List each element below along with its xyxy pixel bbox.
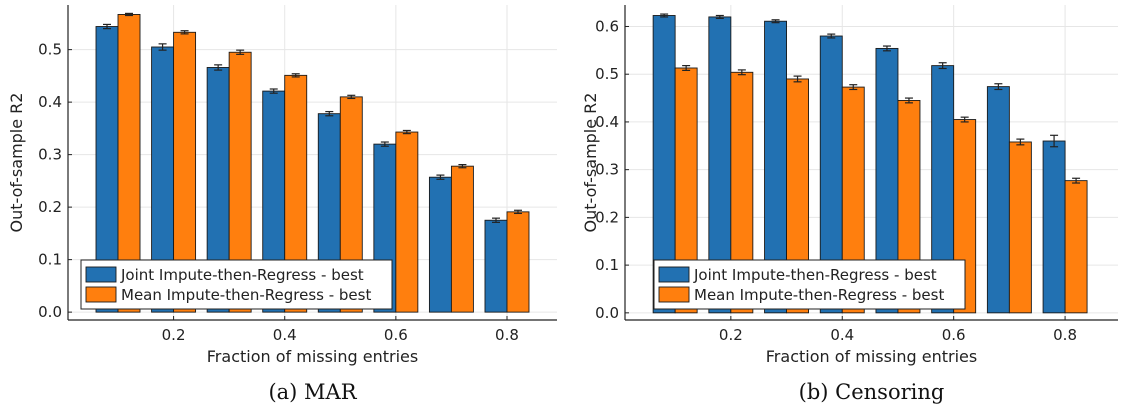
y-tick-label: 0.1 — [595, 256, 619, 274]
chart-panel-a: 0.0 0.1 0.2 0.3 0.4 0.5 0.2 0.4 0.6 0.8 Fraction o… — [7, 5, 557, 366]
legend-label-mean: Mean Impute-then-Regress - best — [121, 286, 371, 304]
y-tick-label: 0.4 — [38, 93, 62, 111]
caption-censoring: (b) Censoring — [798, 380, 945, 404]
joint-bar — [1042, 140, 1066, 314]
x-axis-label: Fraction of missing entries — [207, 347, 418, 366]
x-tick-label: 0.4 — [273, 326, 297, 344]
x-tick-label: 0.8 — [1053, 326, 1077, 344]
mean-bar — [450, 165, 474, 313]
x-tick-label: 0.2 — [719, 326, 743, 344]
x-tick-label: 0.6 — [384, 326, 408, 344]
x-axis-label: Fraction of missing entries — [766, 347, 977, 366]
mean-bar — [1008, 141, 1032, 314]
legend-swatch-joint — [85, 266, 117, 283]
y-axis-label: Out-of-sample R2 — [581, 93, 600, 233]
joint-bar — [986, 86, 1010, 314]
y-tick-label: 0.0 — [595, 304, 619, 322]
legend: Joint Impute-then-Regress - best Mean Imp… — [80, 259, 393, 310]
caption-mar: (a) MAR — [268, 380, 357, 404]
y-tick-label: 0.5 — [38, 41, 62, 59]
y-tick-label: 0.3 — [38, 146, 62, 164]
y-tick-label: 0.2 — [38, 198, 62, 216]
x-tick-label: 0.6 — [942, 326, 966, 344]
mean-bar — [395, 131, 419, 313]
mean-bar — [506, 211, 530, 313]
legend-label-joint: Joint Impute-then-Regress - best — [120, 266, 364, 284]
joint-bar — [428, 176, 452, 313]
legend-swatch-mean — [658, 286, 690, 303]
y-tick-label: 0.6 — [595, 17, 619, 35]
legend: Joint Impute-then-Regress - best Mean Imp… — [653, 259, 966, 310]
legend-label-joint: Joint Impute-then-Regress - best — [693, 266, 937, 284]
y-tick-label: 0.4 — [595, 113, 619, 131]
y-tick-label: 0.5 — [595, 65, 619, 83]
legend-label-mean: Mean Impute-then-Regress - best — [694, 286, 944, 304]
chart-panel-b: 0.0 0.1 0.2 0.3 0.4 0.5 0.6 0.2 0.4 0.6 0.8 Fractio… — [581, 5, 1118, 366]
y-tick-label: 0.3 — [595, 161, 619, 179]
y-axis-label: Out-of-sample R2 — [7, 93, 26, 233]
x-tick-label: 0.2 — [162, 326, 186, 344]
mean-bar — [1064, 180, 1088, 314]
x-tick-label: 0.8 — [495, 326, 519, 344]
y-tick-label: 0.2 — [595, 208, 619, 226]
legend-swatch-joint — [658, 266, 690, 283]
y-tick-label: 0.1 — [38, 251, 62, 269]
joint-bar — [484, 219, 508, 313]
x-tick-label: 0.4 — [830, 326, 854, 344]
legend-box — [653, 259, 966, 310]
legend-box — [80, 259, 393, 310]
y-tick-label: 0.0 — [38, 303, 62, 321]
legend-swatch-mean — [85, 286, 117, 303]
